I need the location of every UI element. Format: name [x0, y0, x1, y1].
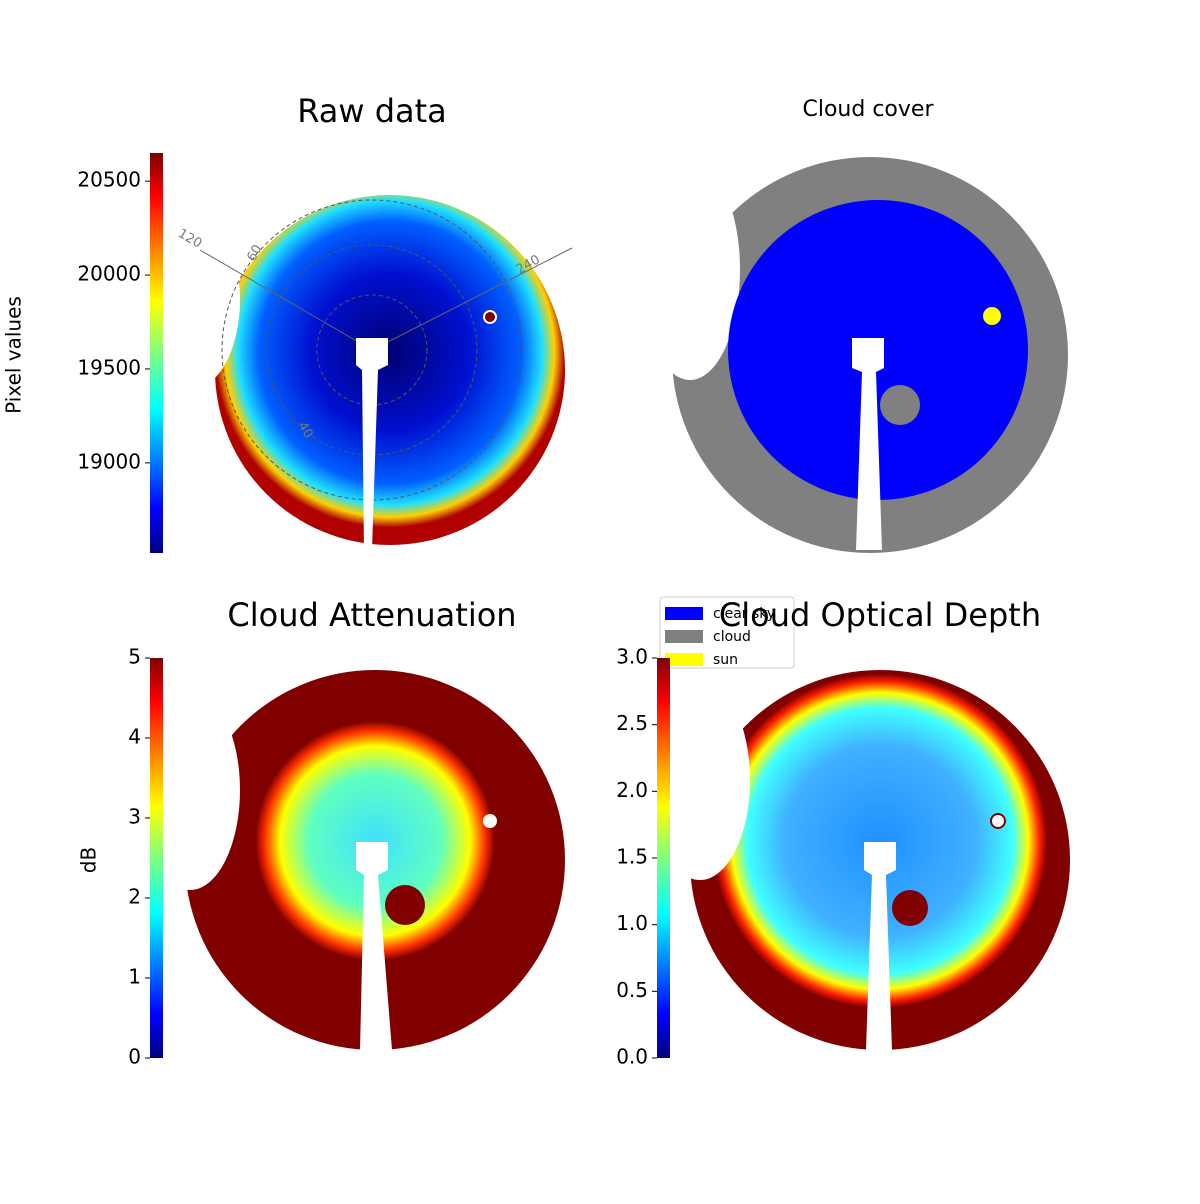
colorbar-tick-label: 4 [128, 725, 141, 749]
legend-label: sun [713, 652, 738, 668]
colorbar-tick-label: 0 [128, 1045, 141, 1069]
colorbar-tick-label: 1.0 [616, 911, 648, 935]
colorbar-tick-label: 0.0 [616, 1045, 648, 1069]
colorbar-tick-label: 20500 [77, 168, 141, 192]
colorbar-tick-label: 19500 [77, 355, 141, 379]
legend-swatch [665, 653, 703, 666]
colorbar-label: Pixel values [2, 296, 26, 414]
panel-title: Raw data [297, 92, 447, 130]
colorbar [150, 153, 163, 553]
legend-swatch [665, 630, 703, 643]
legend-label: cloud [713, 629, 751, 645]
colorbar-tick-label: 3.0 [616, 645, 648, 669]
legend-swatch [665, 607, 703, 620]
colorbar-tick-label: 1.5 [616, 845, 648, 869]
panel-title: Cloud Attenuation [227, 596, 516, 634]
optical-depth-image [650, 670, 1070, 1050]
cloud-cover-image [640, 157, 1068, 553]
colorbar-tick-label: 2 [128, 885, 141, 909]
legend-label: clear sky [713, 606, 775, 622]
colorbar-tick-label: 19000 [77, 449, 141, 473]
colorbar-tick-label: 2.5 [616, 711, 648, 735]
colorbar-tick-label: 3 [128, 805, 141, 829]
raw-image [140, 195, 573, 550]
polar-annotation: 60 [244, 242, 265, 264]
colorbar-tick-label: 0.5 [616, 978, 648, 1002]
attenuation-image [140, 670, 565, 1050]
colorbar-label: dB [77, 847, 101, 873]
colorbar-tick-label: 1 [128, 965, 141, 989]
colorbar-tick-label: 20000 [77, 262, 141, 286]
polar-annotation: 40 [294, 419, 315, 441]
colorbar-tick-label: 5 [128, 645, 141, 669]
colorbar [150, 658, 163, 1058]
panel-title: Cloud Optical Depth [719, 596, 1041, 634]
colorbar [657, 658, 670, 1058]
colorbar-tick-label: 2.0 [616, 778, 648, 802]
panel-title: Cloud cover [803, 97, 935, 122]
